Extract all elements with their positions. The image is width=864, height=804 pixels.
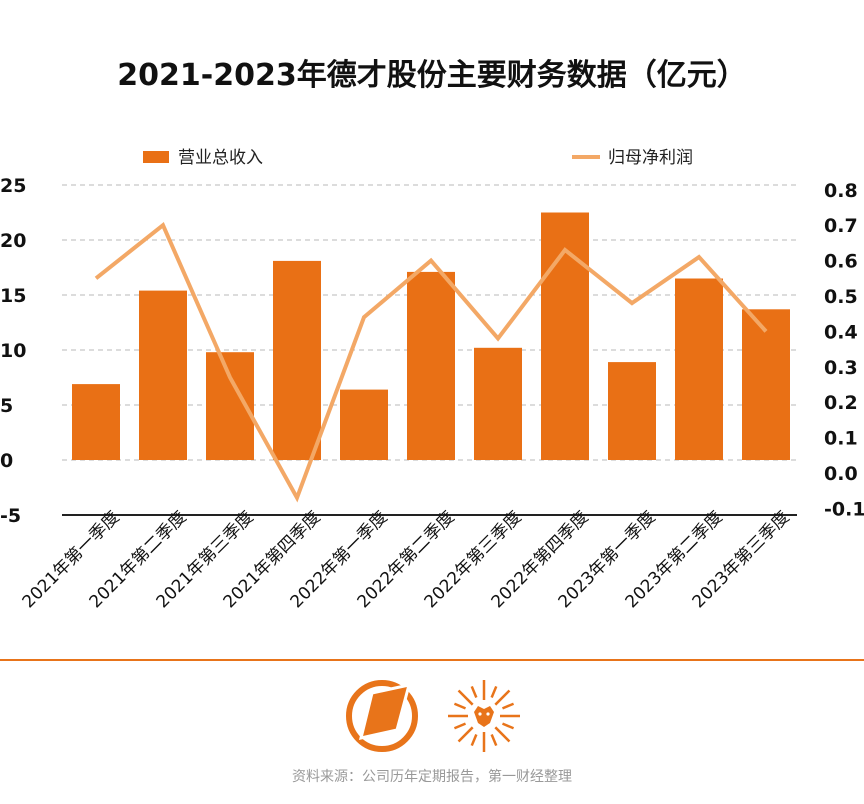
- legend-bar-label: 营业总收入: [178, 148, 263, 168]
- right-tick-label: 0.7: [824, 215, 858, 237]
- legend-bar-swatch: [143, 151, 169, 163]
- chart: 营业总收入 归母净利润 25 20 15 10 5 0 -5 0.8 0.7 0.6 0.5 0.4…: [0, 148, 864, 612]
- bar: [474, 347, 522, 460]
- bar: [675, 278, 723, 460]
- right-tick-label: 0.5: [824, 286, 858, 308]
- footer-divider: [0, 659, 864, 661]
- right-tick-label: 0.3: [824, 357, 858, 379]
- lion-sun-logo: [448, 680, 520, 752]
- bar: [742, 309, 790, 460]
- left-tick-label: 5: [0, 395, 13, 417]
- right-tick-label: 0.6: [824, 251, 858, 273]
- bar: [608, 362, 656, 460]
- left-tick-label: 20: [0, 230, 26, 252]
- bar: [139, 290, 187, 460]
- right-tick-label: 0.0: [824, 463, 858, 485]
- right-tick-label: 0.8: [824, 180, 858, 202]
- right-tick-label: 0.2: [824, 392, 858, 414]
- chart-title: 2021-2023年德才股份主要财务数据（亿元）: [117, 58, 747, 93]
- compass-logo: [346, 680, 418, 752]
- bar: [72, 384, 120, 460]
- right-tick-label: 0.1: [824, 428, 858, 450]
- left-tick-label: 25: [0, 175, 26, 197]
- bar: [541, 212, 589, 460]
- bar: [407, 271, 455, 460]
- right-tick-label: -0.1: [824, 498, 864, 520]
- left-tick-label: 15: [0, 285, 26, 307]
- bar: [340, 389, 388, 460]
- legend: 营业总收入 归母净利润: [143, 148, 693, 168]
- right-tick-label: 0.4: [824, 321, 858, 343]
- left-tick-label: -5: [0, 505, 21, 527]
- legend-line-label: 归母净利润: [608, 148, 693, 168]
- left-tick-label: 10: [0, 340, 26, 362]
- bar: [273, 260, 321, 460]
- source-note: 资料来源：公司历年定期报告，第一财经整理: [292, 769, 572, 785]
- left-tick-label: 0: [0, 450, 13, 472]
